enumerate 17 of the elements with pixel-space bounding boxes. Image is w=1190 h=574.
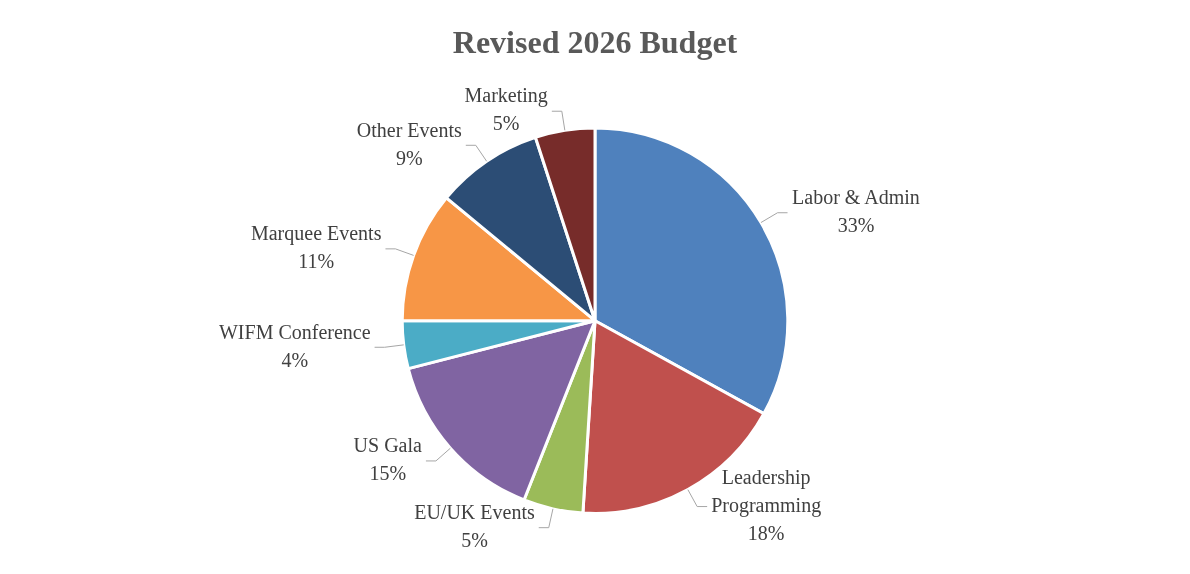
- slice-label: EU/UK Events: [414, 500, 535, 523]
- data-label: 11%: [298, 250, 335, 273]
- slice-label: Marquee Events: [250, 222, 382, 246]
- slice-label: Labor & Admin: [792, 185, 920, 208]
- chart-title: Revised 2026 Budget: [452, 24, 738, 61]
- data-label: 4%: [281, 348, 309, 371]
- data-label: 18%: [747, 521, 785, 544]
- slice-label: WIFM Conference: [218, 320, 371, 343]
- slice-label: Other Events: [356, 118, 462, 141]
- data-label: 33%: [837, 213, 875, 236]
- slice-label: US Gala: [353, 434, 423, 457]
- data-label: 5%: [461, 528, 488, 551]
- data-label: 5%: [492, 112, 520, 135]
- slice-label: Marketing: [464, 84, 548, 108]
- data-label: 9%: [395, 146, 423, 169]
- data-label: 15%: [369, 462, 407, 485]
- slice-label: Leadership Programming: [711, 465, 822, 517]
